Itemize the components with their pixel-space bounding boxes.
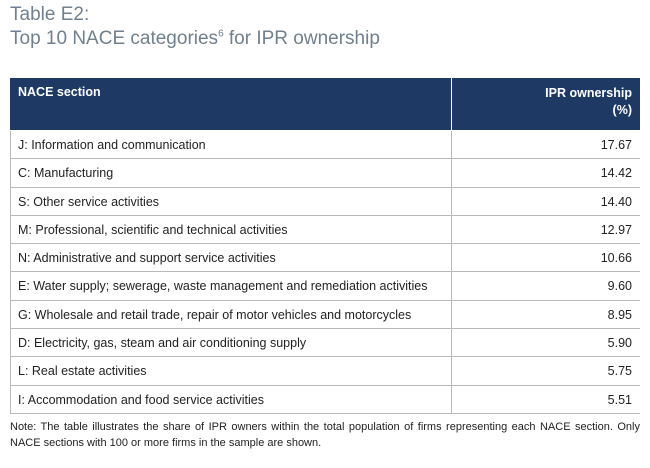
divider xyxy=(451,131,452,159)
border xyxy=(10,329,11,357)
table-row: J: Information and communication 17.67 xyxy=(10,131,640,160)
cell: G: Wholesale and retail trade, repair of… xyxy=(18,307,412,322)
table-row: S: Other service activities 14.40 xyxy=(10,187,640,216)
border xyxy=(10,300,11,329)
cell: 5.90 xyxy=(607,336,632,351)
header-cell: NACE section xyxy=(18,85,101,99)
cell: 12.97 xyxy=(600,222,632,237)
divider xyxy=(451,329,452,357)
cell: 14.42 xyxy=(600,166,632,181)
header-line: (%) xyxy=(612,103,632,117)
table-label: Table E2: xyxy=(10,4,90,25)
note: Note: The table illustrates the share of… xyxy=(10,421,640,449)
table-row: I: Accommodation and food service activi… xyxy=(10,385,640,414)
divider xyxy=(451,159,452,187)
table-row: M: Professional, scientific and technica… xyxy=(10,215,640,245)
header-cell: IPR ownership (%) xyxy=(545,85,632,119)
cell: 5.51 xyxy=(607,392,632,407)
divider xyxy=(451,300,452,329)
cell: 9.60 xyxy=(607,279,632,294)
footnote-marker: 6 xyxy=(218,28,224,40)
border xyxy=(10,187,11,215)
divider xyxy=(451,272,452,300)
cell: C: Manufacturing xyxy=(18,166,114,181)
divider xyxy=(451,385,452,413)
cell: 14.40 xyxy=(600,194,632,209)
cell: E: Water supply; sewerage, waste managem… xyxy=(18,279,428,294)
cell: I: Accommodation and food service activi… xyxy=(18,392,264,407)
table-row: L: Real estate activities 5.75 xyxy=(10,357,640,386)
border xyxy=(10,131,11,159)
cell: N: Administrative and support service ac… xyxy=(18,251,276,266)
table-row: C: Manufacturing 14.42 xyxy=(10,159,640,188)
table-title: Top 10 NACE categories6 for IPR ownershi… xyxy=(10,28,380,50)
divider xyxy=(451,187,452,215)
cell: 8.95 xyxy=(607,307,632,322)
table-row: E: Water supply; sewerage, waste managem… xyxy=(10,272,640,301)
cell: 5.75 xyxy=(607,364,632,379)
border xyxy=(10,215,11,244)
cell: S: Other service activities xyxy=(18,194,160,209)
cell: 17.67 xyxy=(600,138,632,152)
table-body: J: Information and communication 17.67 C: … xyxy=(10,131,640,414)
border xyxy=(10,272,11,300)
cell: J: Information and communication xyxy=(18,138,206,152)
table-header: NACE section IPR ownership (%) xyxy=(10,78,640,130)
divider xyxy=(451,244,452,272)
border xyxy=(10,385,11,413)
cell: L: Real estate activities xyxy=(18,364,147,379)
divider xyxy=(451,357,452,385)
table-row: N: Administrative and support service ac… xyxy=(10,244,640,273)
divider xyxy=(451,215,452,244)
title-text: Top 10 NACE categories xyxy=(10,28,219,49)
title-text-end: for IPR ownership xyxy=(223,28,380,49)
border xyxy=(10,244,11,272)
divider xyxy=(451,78,452,130)
border xyxy=(10,357,11,385)
header-line: IPR ownership xyxy=(545,86,632,100)
cell: D: Electricity, gas, steam and air condi… xyxy=(18,336,307,351)
table-row: D: Electricity, gas, steam and air condi… xyxy=(10,329,640,358)
border xyxy=(10,159,11,187)
table-row: G: Wholesale and retail trade, repair of… xyxy=(10,300,640,330)
cell: 10.66 xyxy=(600,251,632,266)
cell: M: Professional, scientific and technica… xyxy=(18,222,288,237)
